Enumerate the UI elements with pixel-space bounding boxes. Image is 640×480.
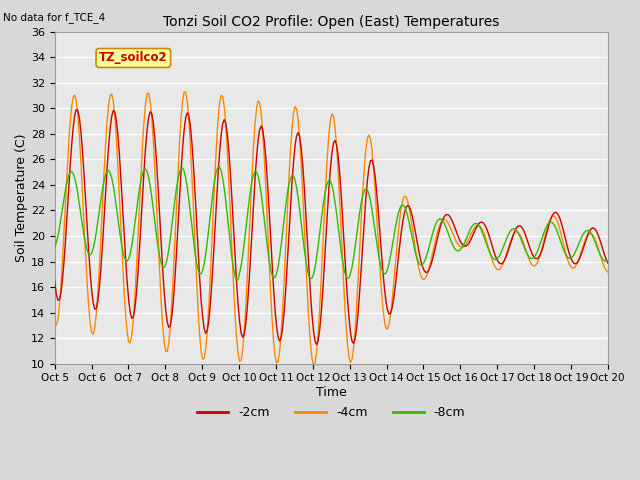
Title: Tonzi Soil CO2 Profile: Open (East) Temperatures: Tonzi Soil CO2 Profile: Open (East) Temp…: [163, 15, 499, 29]
Y-axis label: Soil Temperature (C): Soil Temperature (C): [15, 133, 28, 262]
Text: TZ_soilco2: TZ_soilco2: [99, 51, 168, 64]
Legend: -2cm, -4cm, -8cm: -2cm, -4cm, -8cm: [192, 401, 470, 424]
X-axis label: Time: Time: [316, 386, 347, 399]
Text: No data for f_TCE_4: No data for f_TCE_4: [3, 12, 106, 23]
